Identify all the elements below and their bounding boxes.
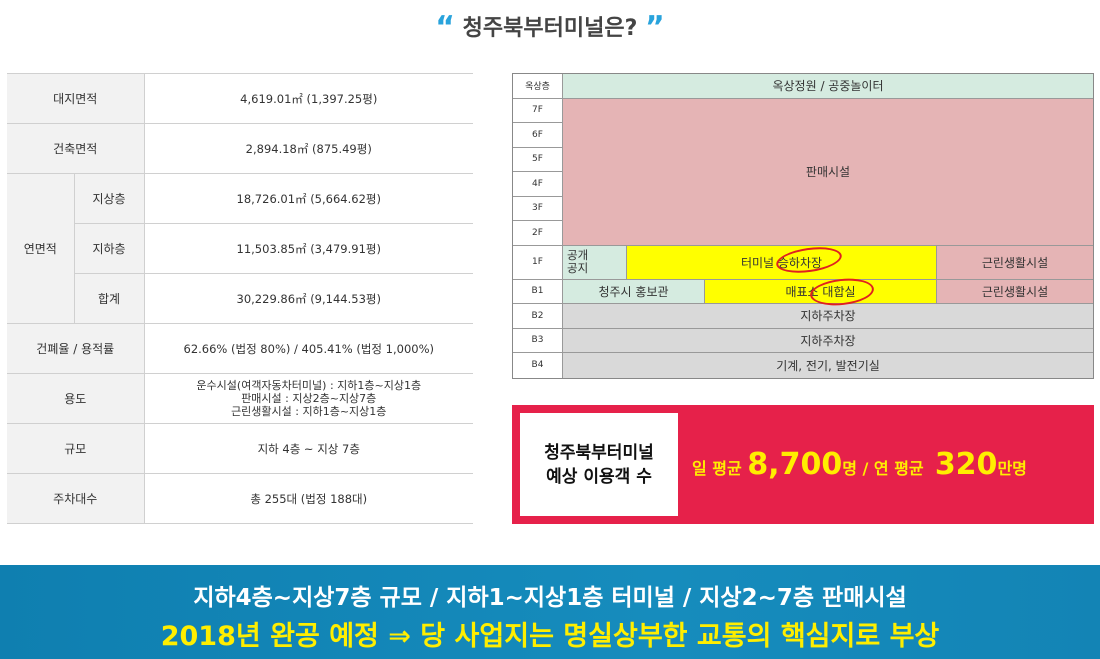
usage-value: 운수시설(여객자동차터미널) : 지하1층~지상1층 판매시설 : 지상2층~지…: [143, 373, 473, 424]
floor-label: 2F: [532, 227, 543, 238]
floor-label: B1: [513, 279, 563, 303]
table-row: 건축면적 2,894.18㎡ (875.49평): [7, 123, 473, 174]
rooftop-use: 옥상정원 / 공중놀이터: [563, 74, 1093, 98]
visitor-label-line: 청주북부터미널: [544, 442, 654, 463]
visitor-forecast-label: 청주북부터미널 예상 이용객 수: [520, 413, 678, 516]
parking-value: 총 255대 (법정 188대): [143, 473, 473, 524]
building-section-diagram: 옥상층 옥상정원 / 공중놀이터 7F 6F 5F 4F 3F 2F 판매시설 …: [512, 73, 1094, 379]
daily-unit: 명 / 연 평균: [842, 459, 930, 478]
scale-value: 지하 4층 ~ 지상 7층: [143, 423, 473, 474]
floor-row-b1: B1 청주시 홍보관 매표소 대합실 근린생활시설: [513, 279, 1093, 304]
ticket-waiting-room-use: 매표소 대합실: [705, 279, 937, 303]
gross-area-label: 연면적: [7, 173, 74, 324]
below-ground-value: 11,503.85㎡ (3,479.91평): [143, 223, 473, 274]
neighborhood-retail-use: 근린생활시설: [937, 279, 1093, 303]
floors-2f-7f: 7F 6F 5F 4F 3F 2F 판매시설: [513, 98, 1093, 246]
daily-value: 8,700: [747, 447, 843, 482]
ratio-label: 건폐율 / 용적률: [7, 323, 144, 374]
scale-label: 규모: [7, 423, 144, 474]
above-ground-label: 지상층: [73, 173, 144, 224]
site-area-label: 대지면적: [7, 73, 144, 124]
floor-label: 옥상층: [513, 74, 563, 98]
table-row: 연면적 지상층 18,726.01㎡ (5,664.62평): [7, 173, 473, 324]
usage-line: 근린생활시설 : 지하1층~지상1층: [231, 405, 387, 418]
banner-line-2: 2018년 완공 예정 ⇒ 당 사업지는 명실상부한 교통의 핵심지로 부상: [160, 621, 940, 652]
floor-label-column: 7F 6F 5F 4F 3F 2F: [513, 98, 563, 245]
floor-row-b4: B4 기계, 전기, 발전기실: [513, 353, 1093, 378]
above-ground-value: 18,726.01㎡ (5,664.62평): [143, 173, 473, 224]
daily-prefix: 일 평균: [692, 459, 748, 478]
floor-label: 3F: [513, 197, 562, 221]
floor-row-rooftop: 옥상층 옥상정원 / 공중놀이터: [513, 74, 1093, 99]
total-label: 합계: [73, 273, 144, 324]
open-quote-icon: “: [435, 10, 455, 45]
table-row: 지하층 11,503.85㎡ (3,479.91평): [7, 223, 473, 274]
building-area-value: 2,894.18㎡ (875.49평): [143, 123, 473, 174]
floor-label: 7F: [513, 99, 562, 123]
usage-line: 운수시설(여객자동차터미널) : 지하1층~지상1층: [196, 379, 422, 392]
floor-row-b3: B3 지하주차장: [513, 328, 1093, 353]
table-row: 합계 30,229.86㎡ (9,144.53평): [7, 273, 473, 324]
parking-label: 주차대수: [7, 473, 144, 524]
floor-label: 4F: [513, 172, 562, 197]
floor-label: 6F: [513, 123, 562, 148]
neighborhood-retail-use: 근린생활시설: [937, 245, 1093, 279]
sales-facility-use: 판매시설: [563, 98, 1093, 245]
ratio-value: 62.66% (법정 80%) / 405.41% (법정 1,000%): [143, 323, 473, 374]
page-title: “ 청주북부터미널은? ”: [0, 8, 1100, 45]
building-area-label: 건축면적: [7, 123, 144, 174]
floor-row-1f: 1F 공개 공지 터미널 승하차장 근린생활시설: [513, 245, 1093, 280]
table-row: 규모 지하 4층 ~ 지상 7층: [7, 423, 473, 474]
total-value: 30,229.86㎡ (9,144.53평): [143, 273, 473, 324]
machinery-use: 기계, 전기, 발전기실: [563, 353, 1093, 378]
table-row: 주차대수 총 255대 (법정 188대): [7, 473, 473, 524]
floor-label: B4: [513, 353, 563, 378]
parking-use: 지하주차장: [563, 304, 1093, 328]
table-row: 용도 운수시설(여객자동차터미널) : 지하1층~지상1층 판매시설 : 지상2…: [7, 373, 473, 424]
usage-label: 용도: [7, 373, 144, 424]
spec-table: 대지면적 4,619.01㎡ (1,397.25평) 건축면적 2,894.18…: [7, 73, 473, 524]
floor-label: B2: [513, 304, 563, 328]
floor-label: 5F: [513, 148, 562, 172]
table-row: 건폐율 / 용적률 62.66% (법정 80%) / 405.41% (법정 …: [7, 323, 473, 374]
terminal-platform-use: 터미널 승하차장: [627, 245, 937, 279]
site-area-value: 4,619.01㎡ (1,397.25평): [143, 73, 473, 124]
yearly-value: 320: [934, 447, 998, 482]
summary-banner: 지하4층~지상7층 규모 / 지하1~지상1층 터미널 / 지상2~7층 판매시…: [0, 565, 1100, 659]
visitor-forecast-stats: 일 평균 8,700명 / 연 평균 320만명: [692, 447, 1027, 482]
close-quote-icon: ”: [645, 10, 665, 45]
banner-line-1: 지하4층~지상7층 규모 / 지하1~지상1층 터미널 / 지상2~7층 판매시…: [193, 585, 907, 611]
promotion-hall-use: 청주시 홍보관: [563, 279, 705, 303]
page-title-text: 청주북부터미널은?: [462, 16, 638, 41]
visitor-label-line: 예상 이용객 수: [546, 466, 652, 487]
floor-row-b2: B2 지하주차장: [513, 304, 1093, 329]
table-row: 대지면적 4,619.01㎡ (1,397.25평): [7, 73, 473, 124]
below-ground-label: 지하층: [73, 223, 144, 274]
floor-label: 1F: [513, 245, 563, 279]
floor-label: B3: [513, 328, 563, 352]
yearly-unit: 만명: [997, 459, 1027, 478]
open-space-use: 공개 공지: [563, 245, 627, 279]
visitor-forecast-box: 청주북부터미널 예상 이용객 수 일 평균 8,700명 / 연 평균 320만…: [512, 405, 1094, 524]
parking-use: 지하주차장: [563, 328, 1093, 352]
usage-line: 판매시설 : 지상2층~지상7층: [241, 392, 377, 405]
